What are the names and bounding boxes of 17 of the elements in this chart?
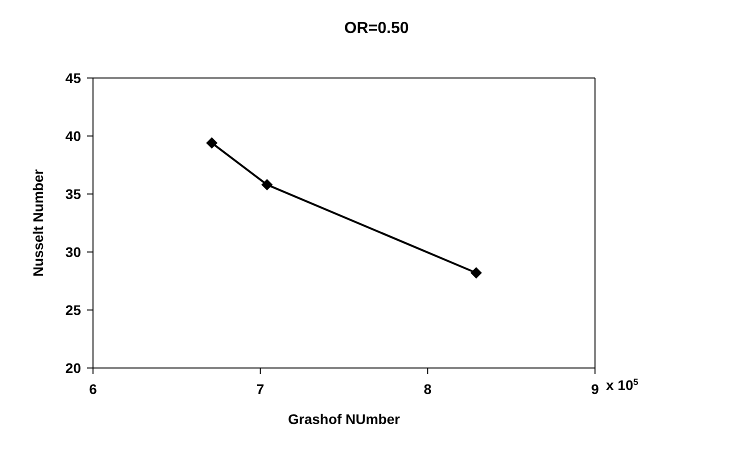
x-tick-label: 9 — [591, 381, 600, 397]
y-tick-label: 35 — [65, 186, 82, 202]
x-tick-label: 8 — [424, 381, 432, 397]
y-tick-label: 25 — [65, 302, 82, 318]
x-tick-label: 7 — [256, 381, 264, 397]
y-tick-label: 45 — [65, 70, 82, 86]
x-tick-label: 6 — [89, 381, 98, 397]
y-tick-label: 20 — [65, 360, 82, 376]
y-axis-title: Nusselt Number — [30, 168, 46, 277]
point — [470, 267, 482, 278]
y-tick-label: 30 — [65, 244, 82, 260]
x-axis-title: Grashof NUmber — [288, 411, 401, 427]
text: x 10$^{5}$ — [606, 377, 638, 393]
point — [206, 137, 218, 148]
chart-title: OR=0.50 — [343, 20, 410, 38]
point — [262, 179, 273, 190]
y-tick-label: 40 — [65, 128, 82, 144]
